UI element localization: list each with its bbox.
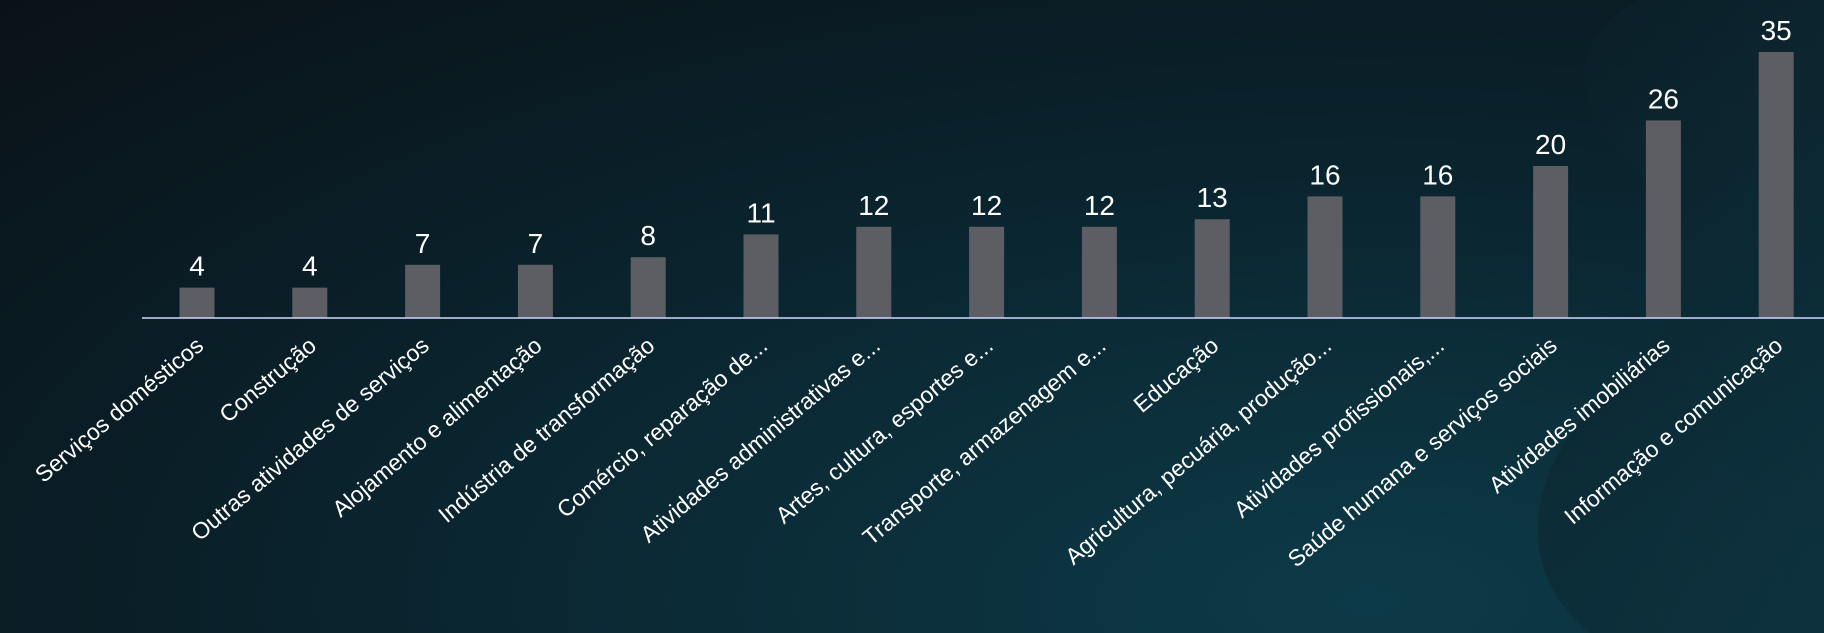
- bar-5: [743, 234, 779, 318]
- category-label-2: Outras atividades de serviços: [186, 332, 434, 546]
- data-label-12: 20: [1535, 129, 1566, 160]
- category-label-0: Serviços domésticos: [30, 332, 208, 487]
- bar-8: [1081, 226, 1117, 318]
- bars-layer: [179, 52, 1794, 319]
- data-label-13: 26: [1648, 83, 1679, 114]
- bar-2: [405, 264, 441, 318]
- background-wave-decoration: [1537, 0, 1824, 633]
- bar-11: [1420, 196, 1456, 318]
- bar-12: [1533, 166, 1569, 318]
- data-label-11: 16: [1422, 159, 1453, 190]
- data-label-8: 12: [1084, 190, 1115, 221]
- bar-13: [1645, 120, 1681, 319]
- data-label-1: 4: [302, 251, 318, 282]
- category-label-6: Atividades administrativas e...: [635, 332, 885, 547]
- bar-9: [1194, 219, 1230, 318]
- data-label-5: 11: [746, 197, 775, 228]
- data-label-6: 12: [858, 190, 889, 221]
- data-label-2: 7: [415, 228, 431, 259]
- bar-7: [969, 226, 1005, 318]
- bar-4: [630, 257, 666, 318]
- bar-1: [292, 287, 328, 318]
- data-label-9: 13: [1197, 182, 1228, 213]
- bar-3: [517, 264, 553, 318]
- category-label-11: Atividades profissionais,...: [1229, 332, 1449, 523]
- data-label-7: 12: [971, 190, 1002, 221]
- category-label-7: Artes, cultura, esportes e...: [771, 332, 998, 529]
- data-label-10: 16: [1309, 159, 1340, 190]
- category-label-3: Alojamento e alimentação: [327, 332, 546, 522]
- data-labels-layer: 4 4 7 7 8 11 12 12 12 13 16 16 20 26 35: [189, 15, 1792, 282]
- category-label-5: Comércio, reparação de...: [552, 332, 772, 523]
- category-label-1: Construção: [214, 332, 321, 428]
- bar-6: [856, 226, 892, 318]
- data-label-3: 7: [528, 228, 544, 259]
- bar-14: [1758, 52, 1794, 318]
- category-label-4: Indústria de transformação: [433, 332, 659, 528]
- bar-10: [1307, 196, 1343, 318]
- data-label-14: 35: [1761, 15, 1792, 46]
- bar-0: [179, 287, 215, 318]
- category-label-8: Transporte, armazenagem e...: [858, 332, 1111, 550]
- data-label-4: 8: [640, 220, 656, 251]
- data-label-0: 4: [189, 251, 205, 282]
- category-label-9: Educação: [1128, 332, 1223, 418]
